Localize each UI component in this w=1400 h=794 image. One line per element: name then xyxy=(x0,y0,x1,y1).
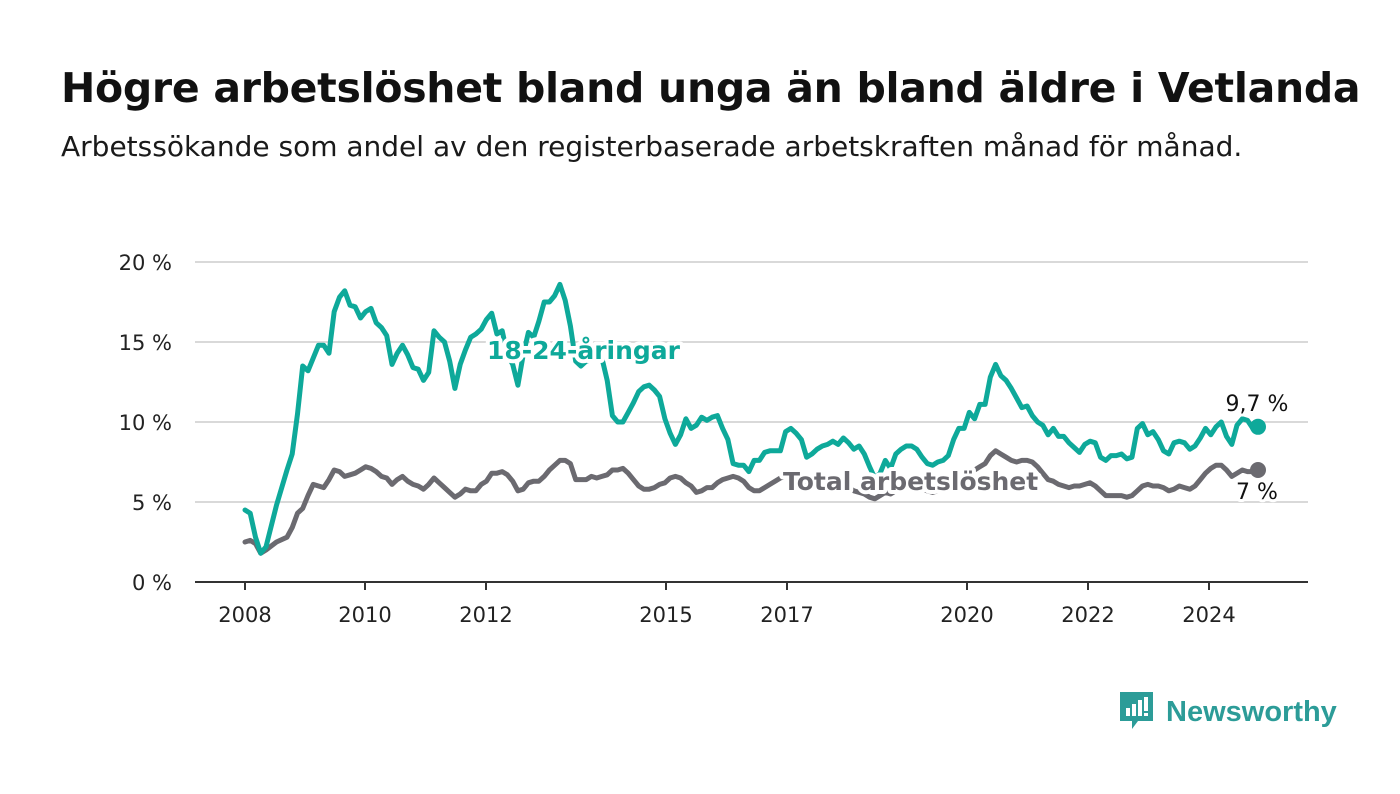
end-value-youth: 9,7 % xyxy=(1226,392,1289,417)
x-tick-label: 2020 xyxy=(940,603,993,627)
x-tick-label: 2012 xyxy=(459,603,512,627)
x-tick-label: 2008 xyxy=(218,603,271,627)
y-axis-ticks: 0 % 5 % 10 % 15 % 20 % xyxy=(119,251,172,595)
series-label-halo: 18-24-åringar xyxy=(487,336,681,365)
x-tick-label: 2015 xyxy=(639,603,692,627)
chart-title: Högre arbetslöshet bland unga än bland ä… xyxy=(61,64,1361,112)
series-label-total: Total arbetslöshet xyxy=(783,467,1038,496)
grid-lines xyxy=(195,261,1308,503)
series-end-dot xyxy=(1250,462,1266,478)
y-tick-label: 15 % xyxy=(119,331,172,355)
series-line-total xyxy=(242,448,1261,556)
series-label-youth: 18-24-åringar xyxy=(487,336,681,365)
series-label-halo: Total arbetslöshet xyxy=(783,467,1038,496)
end-label-halo: 9,7 % xyxy=(1226,392,1289,417)
y-tick-label: 10 % xyxy=(119,411,172,435)
series-lines xyxy=(242,281,1266,556)
x-tick-label: 2010 xyxy=(338,603,391,627)
series-end-dot xyxy=(1250,418,1266,435)
brand-name: Newsworthy xyxy=(1166,695,1337,728)
series-line-youth xyxy=(242,281,1261,556)
end-label-halo: 7 % xyxy=(1236,480,1278,505)
y-tick-label: 5 % xyxy=(132,491,172,515)
x-tick-label: 2017 xyxy=(760,603,813,627)
x-tick-label: 2024 xyxy=(1182,603,1235,627)
y-tick-label: 20 % xyxy=(119,251,172,275)
x-tick-label: 2022 xyxy=(1061,603,1114,627)
newsworthy-logo-icon xyxy=(1120,692,1153,729)
x-axis: 2008 2010 2012 2015 2017 2020 2022 2024 xyxy=(195,581,1308,627)
brand-logo: Newsworthy xyxy=(1118,691,1337,733)
end-value-total: 7 % xyxy=(1236,480,1278,505)
y-tick-label: 0 % xyxy=(132,571,172,595)
chart-subtitle: Arbetssökande som andel av den registerb… xyxy=(61,130,1243,163)
